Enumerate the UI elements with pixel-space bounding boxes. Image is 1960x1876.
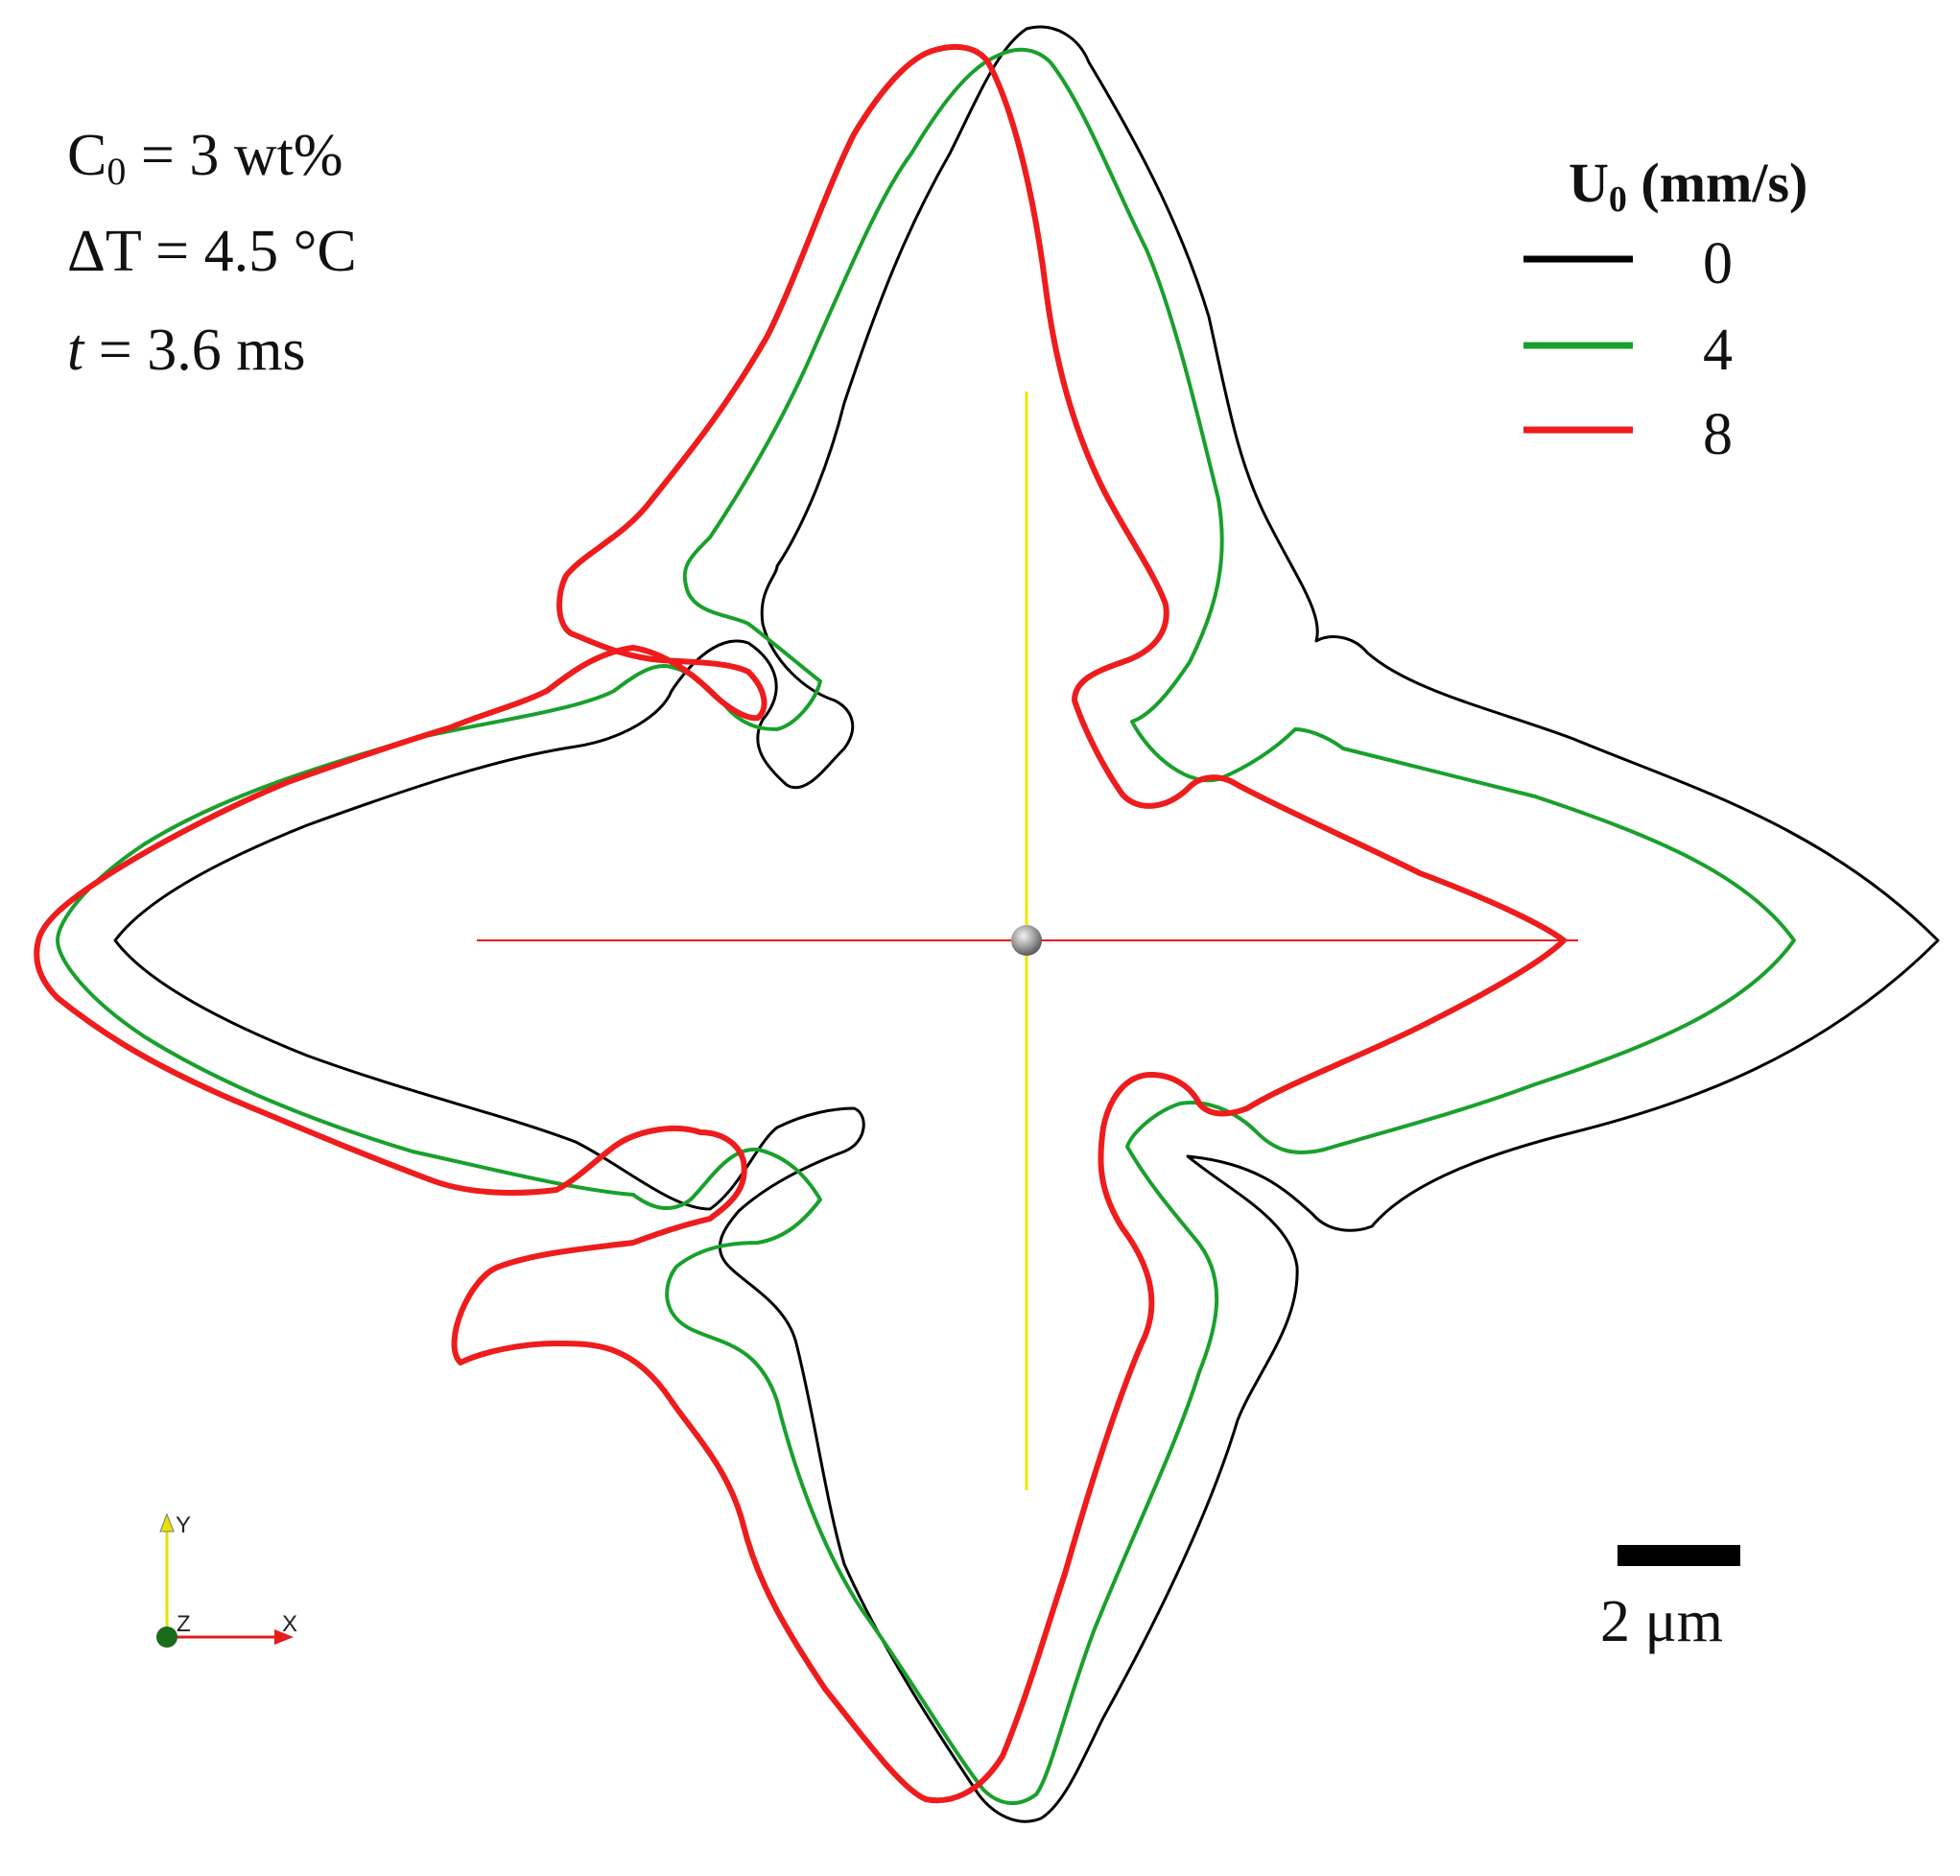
contour-u0-8 [34,43,1567,1804]
axes-triad: Y X Z [156,1512,297,1648]
scale-bar-label: 2 μm [1600,1589,1723,1654]
param-c0: C0 = 3 wt% [67,123,342,193]
origin-sphere [1011,925,1042,956]
triad-z-origin-icon [156,1627,177,1648]
triad-y-label: Y [176,1512,191,1538]
legend: U0 (mm/s) 0 4 8 [1523,152,1807,467]
triad-x-label: X [282,1611,297,1637]
triad-x-arrow-icon [274,1629,294,1645]
param-delta-t: ΔT = 4.5 °C [67,219,357,284]
contour-u0-4 [56,47,1796,1806]
param-time: t = 3.6 ms [67,318,306,383]
legend-label-4: 4 [1703,318,1733,383]
legend-title: U0 (mm/s) [1569,152,1807,220]
legend-label-8: 8 [1703,402,1733,467]
scale-bar-line [1618,1545,1740,1566]
triad-z-label: Z [177,1611,191,1637]
contour-u0-0 [113,25,1940,1823]
scale-bar: 2 μm [1600,1545,1740,1654]
triad-y-arrow-icon [159,1512,175,1532]
legend-label-0: 0 [1703,231,1733,297]
